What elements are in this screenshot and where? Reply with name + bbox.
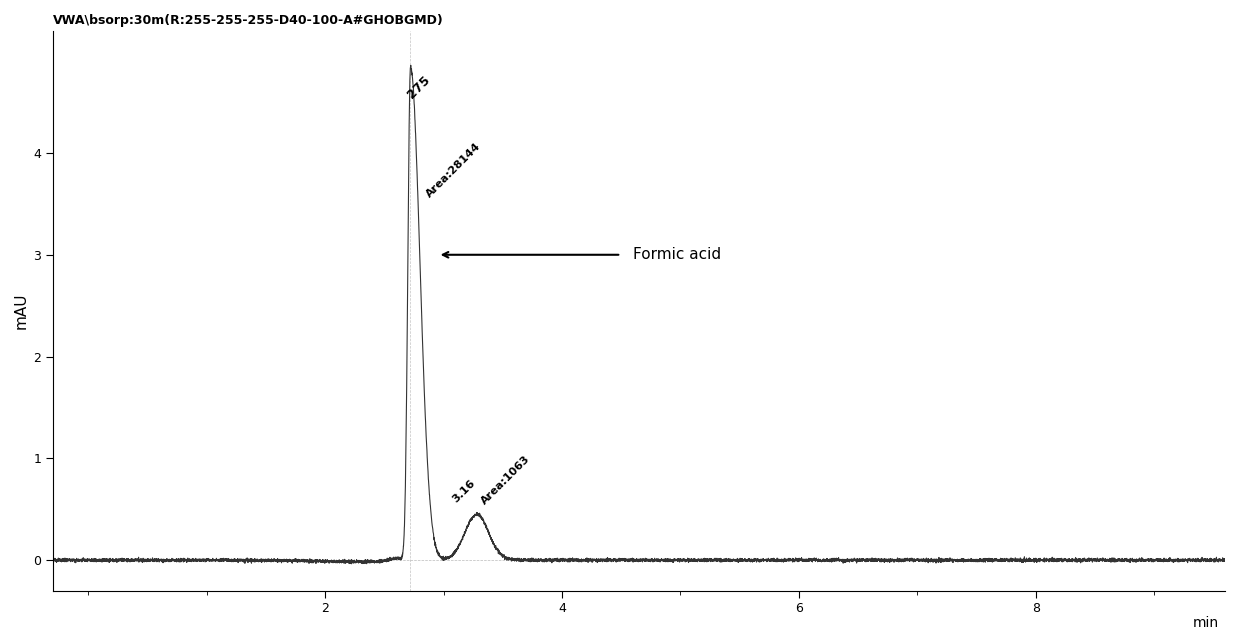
Text: Area:28144: Area:28144	[425, 141, 483, 200]
Text: 275: 275	[405, 73, 432, 101]
Text: min: min	[1193, 616, 1219, 630]
Text: 3.16: 3.16	[451, 478, 477, 504]
Text: Formic acid: Formic acid	[633, 247, 721, 262]
Y-axis label: mAU: mAU	[14, 292, 28, 329]
Text: Area:1063: Area:1063	[479, 454, 532, 506]
Text: VWA\bsorp:30m(R:255-255-255-D40-100-A#GHOBGMD): VWA\bsorp:30m(R:255-255-255-D40-100-A#GH…	[53, 14, 444, 27]
